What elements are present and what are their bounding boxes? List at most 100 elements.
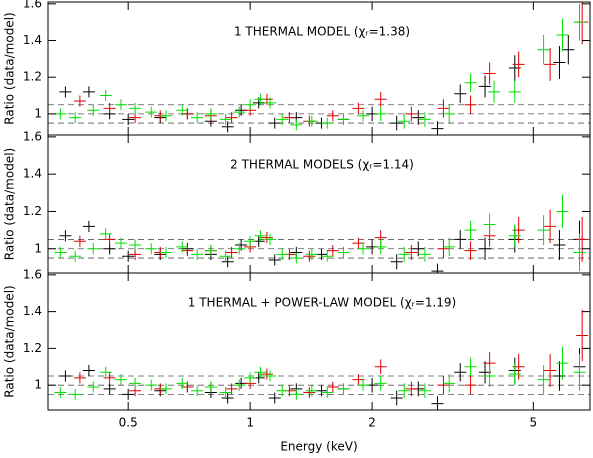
error-bar [115,237,127,249]
error-bar [264,233,277,246]
error-bar [443,374,456,393]
error-bar [290,252,303,264]
error-bar [264,370,277,382]
error-bar [276,385,289,397]
error-bar [268,392,281,404]
error-bar [303,250,316,262]
error-bar [488,80,501,103]
error-bar [129,377,142,389]
error-bar [160,383,173,395]
error-bar [337,246,350,259]
error-bar [418,383,431,399]
error-bar [437,239,450,259]
error-bar [103,372,116,384]
error-bar [254,230,267,242]
error-bar [326,110,339,122]
error-bar [276,113,289,125]
panel-annotation: 1 THERMAL MODEL (χᵣ=1.38) [234,25,410,39]
error-bar [59,370,72,382]
error-bar [204,108,217,120]
error-bar [562,35,575,65]
error-bar [221,121,234,133]
error-bar [464,95,477,114]
error-bar [244,99,257,111]
error-bar [73,235,86,247]
error-bar [553,230,566,260]
y-tick-label: 1.2 [23,341,42,355]
error-bar [374,239,387,255]
error-bar [99,90,112,102]
error-bar [191,385,204,397]
error-bar [82,364,95,376]
error-bar [537,364,550,395]
error-bar [431,121,444,135]
y-tick-label: 1.4 [23,33,42,47]
error-bar [73,372,86,384]
error-bar [73,95,86,107]
error-bar [129,112,142,124]
error-bar [145,379,158,391]
error-bar [357,110,370,122]
error-bar [191,112,204,124]
error-bar [454,230,467,249]
x-tick-label: 2 [368,416,376,430]
frame [47,272,591,411]
error-bar [464,375,477,395]
error-bar [122,250,135,262]
y-tick-label: 1 [34,378,42,392]
error-bar [573,353,586,391]
error-bar [160,246,173,259]
error-bar [129,102,142,114]
error-bar [412,241,425,257]
error-bar [512,51,525,78]
error-bar [537,35,550,65]
error-bar [305,385,318,397]
error-bar [479,75,492,98]
error-bar [431,396,444,410]
error-bar [374,375,387,391]
error-bar [129,239,142,251]
y-tick-label: 1.6 [23,129,42,143]
error-bar [573,3,586,41]
error-bar [219,113,232,125]
error-bar [82,220,95,232]
error-bar [483,364,496,388]
error-bar [556,194,569,229]
y-tick-label: 1.4 [23,304,42,318]
error-bar [576,309,589,362]
frame [47,1,591,136]
error-bar [305,248,318,260]
error-bar [122,113,135,125]
error-bar [69,250,82,262]
error-bar [443,237,456,257]
error-bar [573,233,586,272]
error-bar [357,243,370,255]
error-bar [264,97,277,109]
error-bar [221,256,234,268]
error-bar [483,62,496,85]
error-bar [321,117,334,129]
error-bar [303,387,316,399]
error-bar [103,102,116,114]
error-bar [398,383,411,399]
error-bar [418,112,431,127]
error-bar [337,383,350,395]
points [54,309,589,410]
error-bar [176,104,189,116]
error-bar [464,357,477,376]
error-bar [326,245,339,257]
error-bar [305,115,318,127]
error-bar [405,381,418,397]
y-axis-label: Ratio (data/model) [3,12,17,124]
error-bar [553,46,566,80]
error-bar [418,246,431,262]
x-tick-label: 0.5 [119,416,138,430]
panel-annotation: 2 THERMAL MODELS (χᵣ=1.14) [230,158,414,172]
error-bar [260,231,273,244]
error-bar [59,230,72,242]
y-tick-label: 1.2 [23,204,42,218]
error-bar [221,392,234,404]
error-bar [290,388,303,400]
error-bar [544,209,557,244]
